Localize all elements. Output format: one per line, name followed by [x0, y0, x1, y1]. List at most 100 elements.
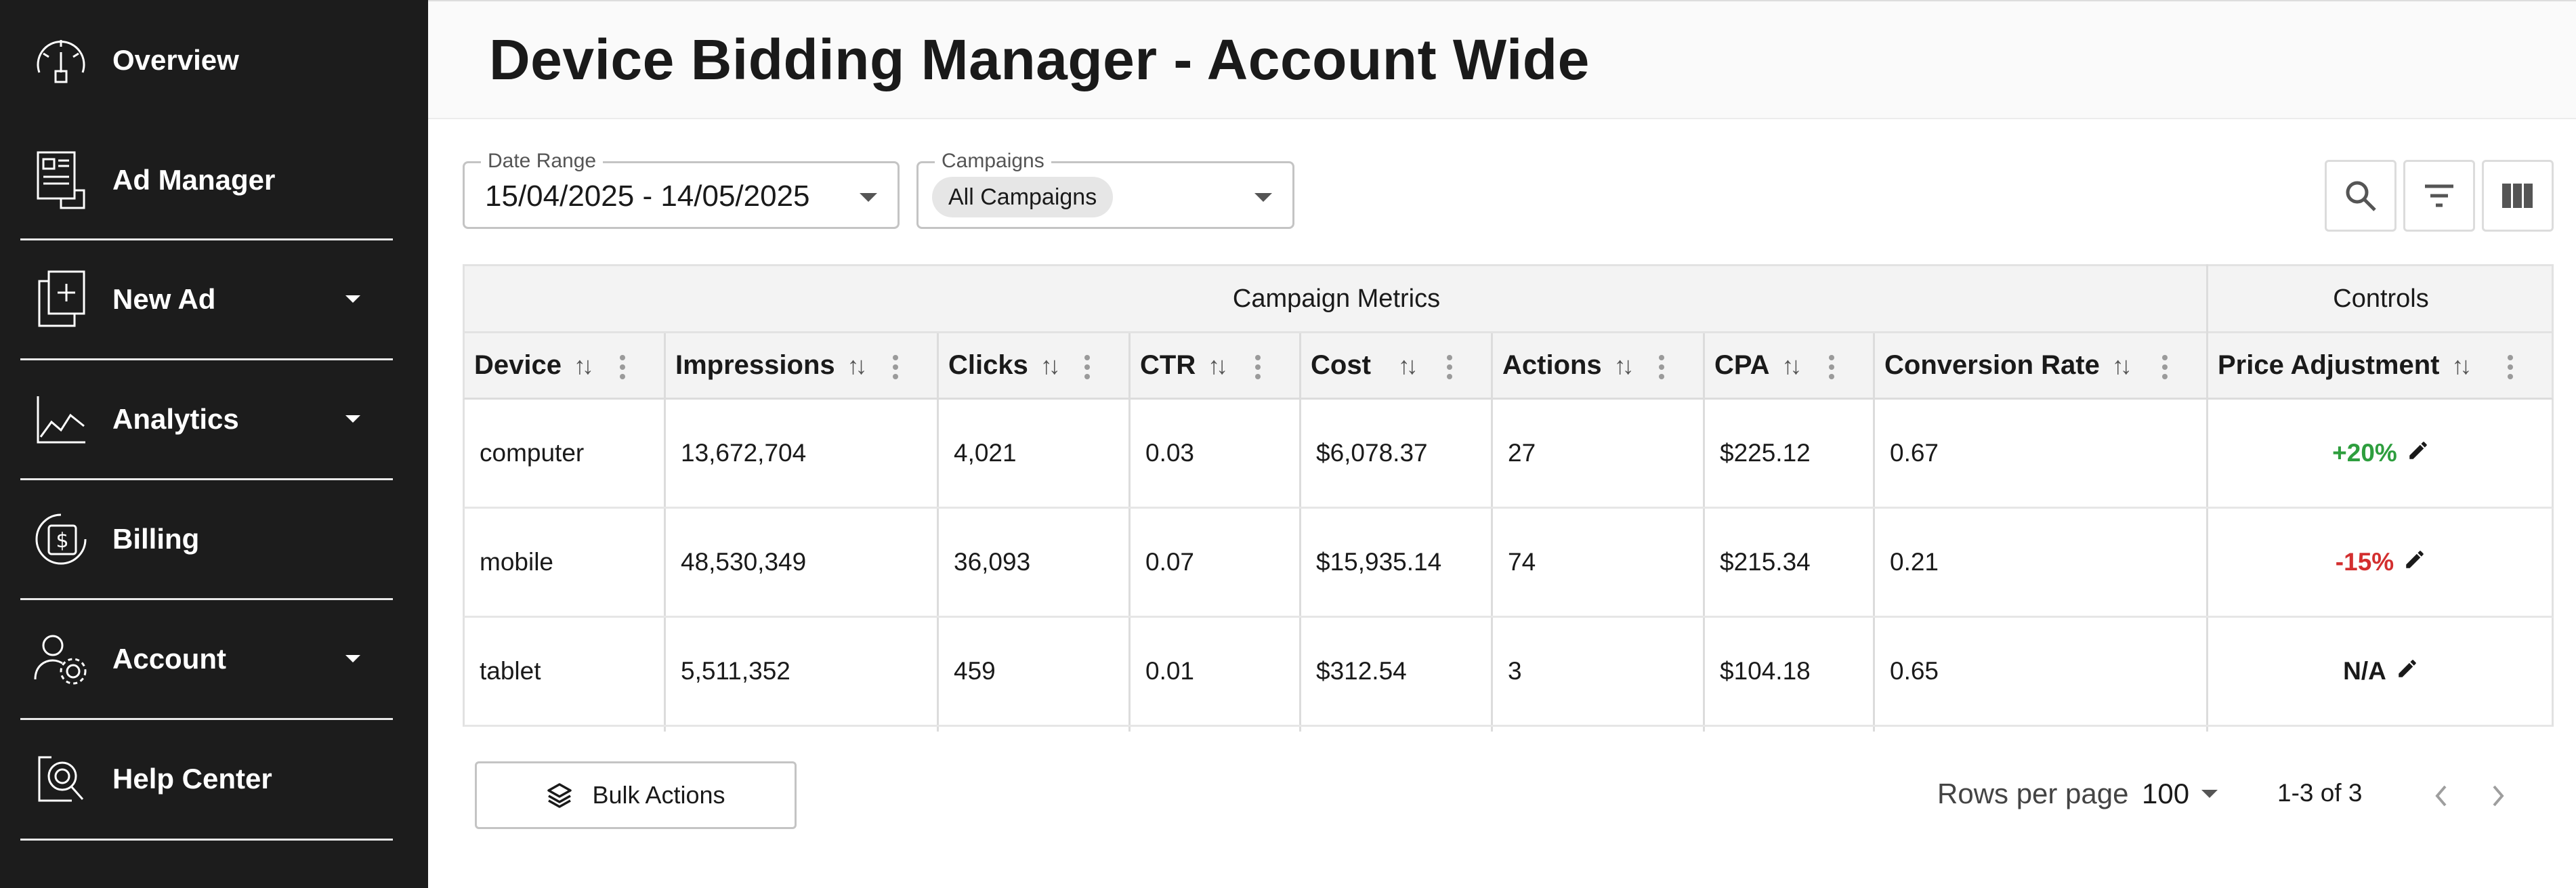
column-divider: [1128, 333, 1131, 732]
cell-device: mobile: [480, 548, 553, 576]
column-menu-icon[interactable]: [2508, 355, 2513, 379]
campaigns-select[interactable]: Campaigns All Campaigns: [916, 150, 1294, 229]
column-menu-icon[interactable]: [1659, 355, 1664, 379]
cell-device: tablet: [480, 657, 541, 685]
columns-icon: [2502, 184, 2533, 208]
campaign-chip[interactable]: All Campaigns: [932, 177, 1114, 217]
search-button[interactable]: [2325, 160, 2396, 232]
sort-icon[interactable]: ↑↓: [1781, 351, 1802, 379]
column-header-label: CTR: [1140, 350, 1196, 380]
columns-button[interactable]: [2482, 160, 2554, 232]
column-menu-icon[interactable]: [1829, 355, 1834, 379]
sidebar: Overview Ad Manager New Ad: [0, 0, 428, 888]
price-adjustment-value: N/A: [2343, 657, 2386, 685]
date-range-value: 15/04/2025 - 14/05/2025: [485, 179, 810, 213]
sidebar-divider: [20, 718, 393, 720]
cell-cost: $312.54: [1316, 657, 1407, 685]
table-header-row: Device ↑↓ Impressions ↑↓ Clicks ↑↓ CTR ↑…: [463, 333, 2554, 400]
sidebar-item-ad-manager[interactable]: Ad Manager: [20, 120, 393, 240]
column-menu-icon[interactable]: [620, 355, 625, 379]
column-divider: [1299, 333, 1301, 732]
rows-per-page-value: 100: [2142, 778, 2190, 809]
user-gear-icon: [27, 625, 95, 693]
column-menu-icon[interactable]: [2162, 355, 2168, 379]
previous-page-button[interactable]: [2428, 779, 2455, 813]
add-document-icon: [27, 266, 95, 333]
column-header-label: Cost: [1311, 350, 1371, 380]
sidebar-item-help-center[interactable]: Help Center: [20, 719, 393, 839]
column-header-label: Conversion Rate: [1884, 350, 2100, 380]
dropdown-arrow-icon: [1254, 193, 1272, 202]
sidebar-item-overview[interactable]: Overview: [20, 0, 393, 120]
sort-icon[interactable]: ↑↓: [1613, 351, 1634, 379]
column-header-ctr[interactable]: CTR ↑↓: [1131, 333, 1301, 398]
edit-pencil-icon[interactable]: [2396, 657, 2419, 686]
column-divider: [1703, 333, 1705, 732]
rows-per-page-label: Rows per page: [1937, 778, 2129, 809]
price-adjustment-value: +20%: [2332, 439, 2397, 467]
column-menu-icon[interactable]: [1084, 355, 1090, 379]
column-divider: [664, 333, 666, 732]
filter-icon: [2425, 184, 2453, 207]
sort-icon[interactable]: ↑↓: [1208, 351, 1228, 379]
sidebar-item-billing[interactable]: $ Billing: [20, 479, 393, 599]
column-header-price-adjustment[interactable]: Price Adjustment ↑↓: [2208, 333, 2554, 398]
cell-conversion-rate: 0.67: [1890, 439, 1939, 467]
cell-ctr: 0.01: [1145, 657, 1195, 685]
sidebar-item-analytics[interactable]: Analytics: [20, 359, 393, 479]
cell-actions: 3: [1508, 657, 1522, 685]
column-header-label: CPA: [1714, 350, 1770, 380]
column-header-actions[interactable]: Actions ↑↓: [1493, 333, 1705, 398]
column-header-cpa[interactable]: CPA ↑↓: [1705, 333, 1875, 398]
edit-pencil-icon[interactable]: [2403, 548, 2426, 577]
column-menu-icon[interactable]: [1255, 355, 1261, 379]
edit-pencil-icon[interactable]: [2407, 439, 2430, 468]
cell-ctr: 0.07: [1145, 548, 1195, 576]
date-range-field[interactable]: Date Range 15/04/2025 - 14/05/2025: [463, 150, 900, 229]
cell-impressions: 5,511,352: [681, 657, 790, 685]
dollar-billing-icon: $: [27, 505, 95, 573]
column-header-device[interactable]: Device ↑↓: [465, 333, 666, 398]
cell-ctr: 0.03: [1145, 439, 1195, 467]
column-header-label: Impressions: [675, 350, 835, 380]
campaigns-label: Campaigns: [935, 150, 1051, 173]
rows-per-page-select[interactable]: 100: [2142, 775, 2218, 813]
sidebar-item-label: Help Center: [112, 762, 272, 795]
sort-icon[interactable]: ↑↓: [847, 351, 868, 379]
cell-clicks: 36,093: [954, 548, 1031, 576]
cell-conversion-rate: 0.21: [1890, 548, 1939, 576]
dropdown-arrow-icon: [860, 193, 877, 202]
date-range-label: Date Range: [481, 150, 604, 173]
sidebar-item-new-ad[interactable]: New Ad: [20, 239, 393, 359]
cell-device: computer: [480, 439, 585, 467]
cell-clicks: 4,021: [954, 439, 1017, 467]
sidebar-divider: [20, 478, 393, 480]
sidebar-item-label: Ad Manager: [112, 163, 276, 196]
cell-impressions: 13,672,704: [681, 439, 807, 467]
line-chart-icon: [27, 385, 95, 453]
chevron-right-icon: [2493, 785, 2504, 807]
cell-cpa: $215.34: [1720, 548, 1811, 576]
cell-price-adjustment: N/A: [2208, 618, 2554, 725]
sort-icon[interactable]: ↑↓: [1040, 351, 1061, 379]
sort-icon[interactable]: ↑↓: [573, 351, 594, 379]
column-header-conversion-rate[interactable]: Conversion Rate ↑↓: [1875, 333, 2208, 398]
cell-clicks: 459: [954, 657, 996, 685]
column-menu-icon[interactable]: [1447, 355, 1452, 379]
sort-icon[interactable]: ↑↓: [2451, 351, 2472, 379]
bulk-actions-button[interactable]: Bulk Actions: [475, 761, 797, 829]
next-page-button[interactable]: [2485, 779, 2512, 813]
column-header-cost[interactable]: Cost ↑↓: [1301, 333, 1493, 398]
sort-icon[interactable]: ↑↓: [2111, 351, 2132, 379]
column-menu-icon[interactable]: [893, 355, 898, 379]
column-header-impressions[interactable]: Impressions ↑↓: [666, 333, 939, 398]
column-header-clicks[interactable]: Clicks ↑↓: [939, 333, 1131, 398]
chevron-left-icon: [2435, 785, 2447, 807]
ad-document-icon: [27, 146, 95, 214]
page-header: Device Bidding Manager - Account Wide: [428, 0, 2576, 119]
sidebar-item-label: Account: [112, 642, 226, 675]
help-search-icon: [27, 745, 95, 813]
sidebar-item-account[interactable]: Account: [20, 599, 393, 719]
filter-button[interactable]: [2403, 160, 2475, 232]
sort-icon[interactable]: ↑↓: [1397, 351, 1418, 379]
